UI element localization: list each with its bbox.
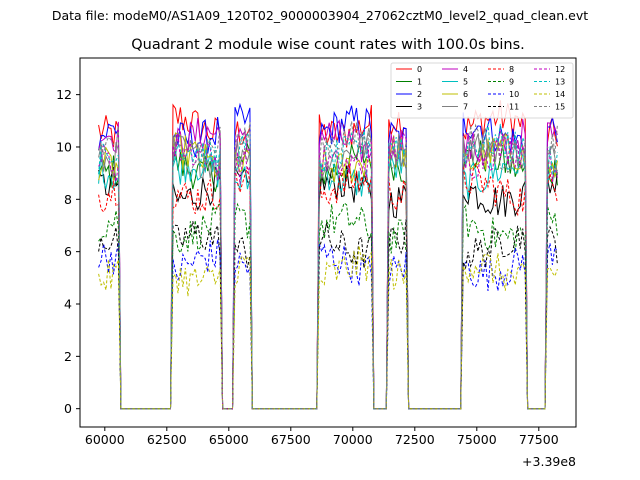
legend-label-6: 6 [463, 90, 468, 99]
x-axis-ticks: 60000 62500 65000 67500 70000 72500 75000 77500 [85, 427, 559, 447]
series-line-5 [98, 147, 558, 410]
legend-label-5: 5 [463, 78, 468, 87]
legend-label-3: 3 [417, 103, 422, 112]
legend-label-7: 7 [463, 103, 468, 112]
series-line-9 [98, 202, 558, 410]
legend-label-14: 14 [555, 90, 565, 99]
legend-label-12: 12 [555, 65, 565, 74]
x-tick-label: 65000 [209, 432, 249, 447]
x-tick-label: 62500 [147, 432, 187, 447]
legend-label-0: 0 [417, 65, 422, 74]
x-tick-label: 75000 [457, 432, 497, 447]
y-tick-label: 10 [56, 139, 72, 154]
data-file-suptitle: Data file: modeM0/AS1A09_120T02_90000039… [52, 8, 588, 23]
series-line-13 [98, 123, 558, 410]
plot-area [80, 58, 576, 427]
y-tick-label: 0 [64, 401, 72, 416]
series-line-15 [98, 121, 558, 410]
x-tick-label: 70000 [333, 432, 373, 447]
y-tick-label: 4 [64, 297, 72, 312]
x-tick-label: 77500 [519, 432, 559, 447]
y-axis-ticks: 0 2 4 6 8 10 12 [56, 87, 80, 416]
y-tick-label: 2 [64, 349, 72, 364]
y-tick-label: 8 [64, 192, 72, 207]
x-tick-label: 72500 [395, 432, 435, 447]
legend-label-1: 1 [417, 78, 422, 87]
series-line-7 [98, 127, 558, 410]
x-tick-label: 67500 [271, 432, 311, 447]
legend-label-15: 15 [555, 103, 565, 112]
legend-label-2: 2 [417, 90, 422, 99]
chart-title: Quadrant 2 module wise count rates with … [131, 37, 525, 53]
legend-label-9: 9 [509, 78, 514, 87]
series-line-10 [98, 239, 558, 410]
legend-label-11: 11 [509, 103, 519, 112]
legend-label-10: 10 [509, 90, 519, 99]
legend-label-8: 8 [509, 65, 514, 74]
axes-frame [79, 57, 577, 428]
series-line-11 [98, 219, 558, 410]
x-tick-label: 60000 [85, 432, 125, 447]
legend-label-13: 13 [555, 78, 565, 87]
y-tick-label: 12 [56, 87, 72, 102]
x-offset-label: +3.39e8 [522, 454, 576, 469]
legend-box [390, 62, 574, 119]
series-layer [98, 100, 558, 410]
y-tick-label: 6 [64, 244, 72, 259]
series-line-8 [98, 162, 558, 410]
legend-label-4: 4 [463, 65, 468, 74]
series-line-14 [98, 245, 558, 410]
series-line-12 [98, 132, 558, 410]
